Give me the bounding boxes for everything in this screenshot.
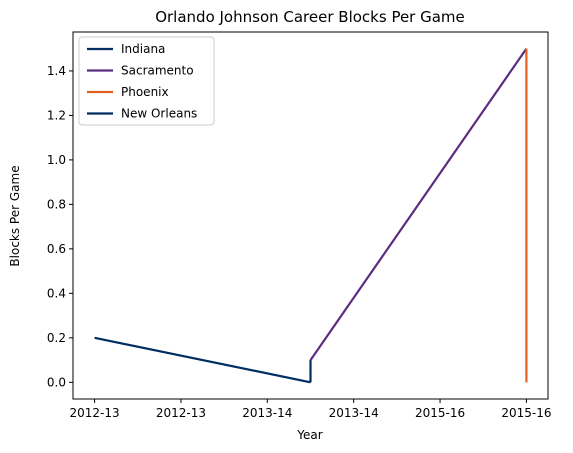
- y-tick-label: 1.2: [47, 108, 66, 122]
- x-tick-label: 2015-16: [415, 406, 465, 420]
- x-tick-label: 2013-14: [242, 406, 292, 420]
- y-tick-label: 1.4: [47, 64, 66, 78]
- legend-label: Indiana: [121, 42, 165, 56]
- legend: Indiana Sacramento Phoenix New Orleans: [78, 36, 215, 126]
- y-axis: 0.0 0.2 0.4 0.6 0.8 1.0 1.2 1.4: [47, 64, 73, 389]
- legend-label: New Orleans: [121, 107, 197, 121]
- y-axis-label: Blocks Per Game: [8, 165, 22, 266]
- y-tick-label: 0.4: [47, 286, 66, 300]
- legend-label: Sacramento: [121, 64, 194, 78]
- y-tick-label: 0.0: [47, 375, 66, 389]
- y-tick-label: 0.6: [47, 242, 66, 256]
- x-axis-label: Year: [296, 428, 322, 442]
- x-tick-label: 2015-16: [501, 406, 551, 420]
- y-tick-label: 0.2: [47, 331, 66, 345]
- chart-title: Orlando Johnson Career Blocks Per Game: [155, 8, 465, 26]
- plot-frame: [72, 31, 549, 400]
- legend-box: [78, 36, 215, 126]
- y-tick-label: 0.8: [47, 197, 66, 211]
- series-line-sacramento: [309, 48, 528, 361]
- series-line-indiana: [94, 336, 311, 384]
- plot-area: [72, 31, 549, 400]
- x-axis: 2012-13 2012-13 2013-14 2013-14 2015-16 2015-…: [70, 399, 551, 420]
- legend-label: Phoenix: [121, 85, 169, 99]
- y-tick-label: 1.0: [47, 153, 66, 167]
- x-tick-label: 2012-13: [156, 406, 206, 420]
- x-tick-label: 2012-13: [70, 406, 120, 420]
- x-tick-label: 2013-14: [329, 406, 379, 420]
